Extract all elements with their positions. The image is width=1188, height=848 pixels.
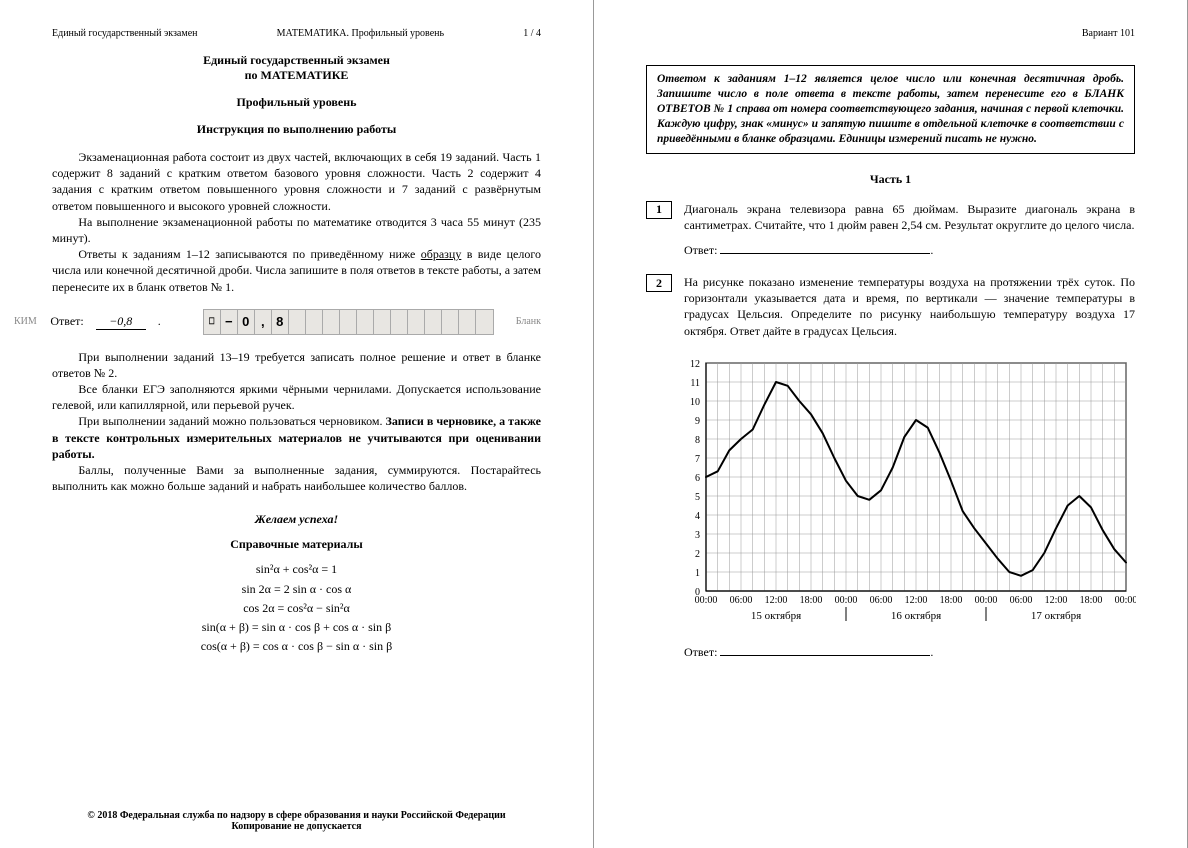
task-1-text: Диагональ экрана телевизора равна 65 дюй… <box>684 201 1135 233</box>
svg-text:00:00: 00:00 <box>695 595 718 606</box>
blank-cell <box>340 310 357 334</box>
svg-text:10: 10 <box>690 397 700 408</box>
svg-text:18:00: 18:00 <box>1080 595 1103 606</box>
blank-cell <box>357 310 374 334</box>
formula: cos(α + β) = cos α · cos β − sin α · sin… <box>52 637 541 656</box>
svg-text:06:00: 06:00 <box>870 595 893 606</box>
svg-text:9: 9 <box>695 416 700 427</box>
svg-text:18:00: 18:00 <box>800 595 823 606</box>
task-2-answer-line: Ответ: . <box>684 645 1135 660</box>
svg-text:11: 11 <box>690 378 700 389</box>
header-subject: МАТЕМАТИКА. Профильный уровень <box>277 28 444 39</box>
svg-text:12:00: 12:00 <box>905 595 928 606</box>
instr-p3: Ответы к заданиям 1–12 записываются по п… <box>52 246 541 295</box>
formula: cos 2α = cos²α − sin²α <box>52 599 541 618</box>
instr-p5: Все бланки ЕГЭ заполняются яркими чёрным… <box>52 381 541 413</box>
svg-text:8: 8 <box>695 435 700 446</box>
svg-text:12:00: 12:00 <box>1045 595 1068 606</box>
page-left: Единый государственный экзамен МАТЕМАТИК… <box>0 0 594 848</box>
blank-cell <box>459 310 476 334</box>
svg-text:00:00: 00:00 <box>1115 595 1136 606</box>
svg-text:15 октября: 15 октября <box>751 610 801 622</box>
blank-cell: , <box>255 310 272 334</box>
task-1-body: Диагональ экрана телевизора равна 65 дюй… <box>684 201 1135 258</box>
svg-text:06:00: 06:00 <box>1010 595 1033 606</box>
doc-title-2: по МАТЕМАТИКЕ <box>52 68 541 83</box>
blank-cell: − <box>221 310 238 334</box>
formulas-block: sin²α + cos²α = 1sin 2α = 2 sin α · cos … <box>52 560 541 656</box>
blank-cell: ⎕ <box>204 310 221 334</box>
blank-cell <box>425 310 442 334</box>
blank-grid: ⎕−0,8 <box>203 309 494 335</box>
svg-text:5: 5 <box>695 492 700 503</box>
svg-text:00:00: 00:00 <box>835 595 858 606</box>
blank-cell <box>391 310 408 334</box>
svg-text:2: 2 <box>695 549 700 560</box>
sample-answer-row: КИМ Ответ: −0,8 . ⎕−0,8 Бланк <box>14 309 541 335</box>
svg-text:00:00: 00:00 <box>975 595 998 606</box>
task-2-text: На рисунке показано изменение температур… <box>684 274 1135 339</box>
task-1-answer-blank[interactable] <box>720 253 930 254</box>
formula: sin 2α = 2 sin α · cos α <box>52 580 541 599</box>
part-title: Часть 1 <box>646 172 1135 187</box>
header-exam: Единый государственный экзамен <box>52 28 197 39</box>
svg-text:3: 3 <box>695 530 700 541</box>
page-header: Единый государственный экзамен МАТЕМАТИК… <box>52 28 541 39</box>
task-1: 1 Диагональ экрана телевизора равна 65 д… <box>646 201 1135 258</box>
blank-cell <box>289 310 306 334</box>
kim-label: КИМ <box>14 316 38 327</box>
blank-cell <box>476 310 493 334</box>
instr-p1: Экзаменационная работа состоит из двух ч… <box>52 149 541 214</box>
task-2-body: На рисунке показано изменение температур… <box>684 274 1135 339</box>
blank-cell <box>374 310 391 334</box>
instr-p4: При выполнении заданий 13–19 требуется з… <box>52 349 541 381</box>
footer-copyright: © 2018 Федеральная служба по надзору в с… <box>0 810 593 821</box>
instr-p2: На выполнение экзаменационной работы по … <box>52 214 541 246</box>
answer-instruction-box: Ответом к заданиям 1–12 является целое ч… <box>646 65 1135 154</box>
blank-cell: 0 <box>238 310 255 334</box>
answer-label: Ответ: <box>50 314 83 329</box>
svg-text:18:00: 18:00 <box>940 595 963 606</box>
svg-text:06:00: 06:00 <box>730 595 753 606</box>
svg-text:4: 4 <box>695 511 700 522</box>
svg-text:17 октября: 17 октября <box>1031 610 1081 622</box>
variant-header: Вариант 101 <box>646 28 1135 39</box>
doc-title-1: Единый государственный экзамен <box>52 53 541 68</box>
blank-cell <box>306 310 323 334</box>
doc-level: Профильный уровень <box>52 95 541 110</box>
wish-text: Желаем успеха! <box>52 512 541 527</box>
task-1-number: 1 <box>646 201 672 219</box>
title-block: Единый государственный экзамен по МАТЕМА… <box>52 53 541 137</box>
task-1-answer-line: Ответ: . <box>684 243 1135 258</box>
header-page: 1 / 4 <box>523 28 541 39</box>
page-right: Вариант 101 Ответом к заданиям 1–12 явля… <box>594 0 1188 848</box>
svg-text:7: 7 <box>695 454 700 465</box>
svg-text:1: 1 <box>695 568 700 579</box>
svg-text:6: 6 <box>695 473 700 484</box>
footer-copy-note: Копирование не допускается <box>0 821 593 832</box>
answer-sample-value: −0,8 <box>96 314 146 330</box>
instr-p7: Баллы, полученные Вами за выполненные за… <box>52 462 541 494</box>
task-2: 2 На рисунке показано изменение температ… <box>646 274 1135 339</box>
formula: sin²α + cos²α = 1 <box>52 560 541 579</box>
footer: © 2018 Федеральная служба по надзору в с… <box>0 810 593 832</box>
svg-text:12: 12 <box>690 359 700 370</box>
instr-title: Инструкция по выполнению работы <box>52 122 541 137</box>
blank-cell <box>442 310 459 334</box>
temperature-chart: 012345678910111200:0006:0012:0018:0000:0… <box>676 355 1135 635</box>
temperature-chart-svg: 012345678910111200:0006:0012:0018:0000:0… <box>676 355 1136 635</box>
blank-cell <box>408 310 425 334</box>
svg-text:16 октября: 16 октября <box>891 610 941 622</box>
svg-text:12:00: 12:00 <box>765 595 788 606</box>
blank-label: Бланк <box>516 316 541 327</box>
task-2-number: 2 <box>646 274 672 292</box>
ref-title: Справочные материалы <box>52 537 541 552</box>
blank-cell <box>323 310 340 334</box>
task-2-answer-blank[interactable] <box>720 655 930 656</box>
instr-p6: При выполнении заданий можно пользоватьс… <box>52 413 541 462</box>
blank-cell: 8 <box>272 310 289 334</box>
formula: sin(α + β) = sin α · cos β + cos α · sin… <box>52 618 541 637</box>
